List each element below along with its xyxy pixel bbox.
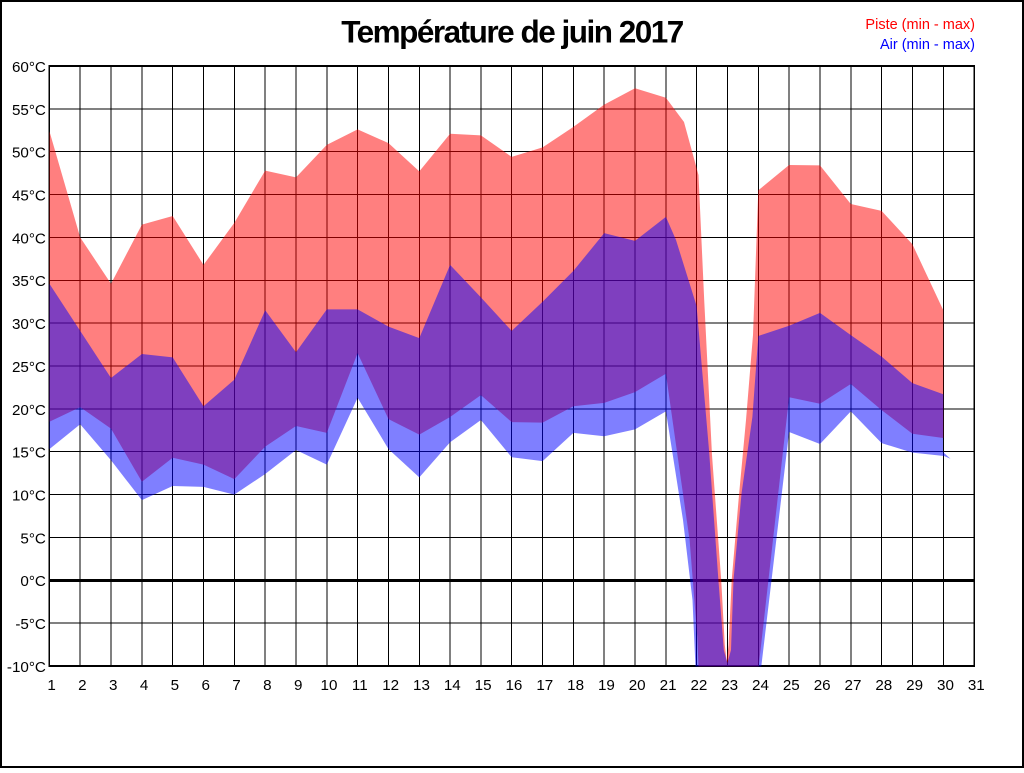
- svg-text:7: 7: [232, 677, 240, 694]
- svg-text:20°C: 20°C: [12, 402, 46, 419]
- svg-text:27: 27: [845, 677, 862, 694]
- svg-text:31: 31: [968, 677, 985, 694]
- svg-text:15: 15: [475, 677, 492, 694]
- svg-text:16: 16: [505, 677, 522, 694]
- svg-text:Air (min - max): Air (min - max): [880, 37, 975, 53]
- svg-text:15°C: 15°C: [12, 445, 46, 462]
- svg-text:21: 21: [660, 677, 677, 694]
- svg-text:1: 1: [47, 677, 55, 694]
- svg-text:22: 22: [690, 677, 707, 694]
- svg-text:28: 28: [875, 677, 892, 694]
- svg-text:18: 18: [567, 677, 584, 694]
- svg-text:35°C: 35°C: [12, 273, 46, 290]
- svg-text:55°C: 55°C: [12, 102, 46, 119]
- svg-text:25°C: 25°C: [12, 359, 46, 376]
- svg-text:26: 26: [814, 677, 831, 694]
- svg-text:9: 9: [294, 677, 302, 694]
- svg-text:10: 10: [321, 677, 338, 694]
- svg-text:5: 5: [171, 677, 179, 694]
- svg-text:50°C: 50°C: [12, 145, 46, 162]
- svg-text:20: 20: [629, 677, 646, 694]
- svg-text:23: 23: [721, 677, 738, 694]
- svg-text:24: 24: [752, 677, 769, 694]
- svg-text:11: 11: [352, 677, 368, 694]
- svg-text:2: 2: [78, 677, 86, 694]
- svg-text:Piste (min - max): Piste (min - max): [865, 17, 975, 33]
- svg-text:29: 29: [906, 677, 923, 694]
- svg-text:8: 8: [263, 677, 271, 694]
- svg-text:19: 19: [598, 677, 615, 694]
- svg-text:14: 14: [444, 677, 461, 694]
- svg-text:12: 12: [382, 677, 399, 694]
- svg-text:60°C: 60°C: [12, 59, 46, 76]
- svg-text:30°C: 30°C: [12, 316, 46, 333]
- svg-text:13: 13: [413, 677, 430, 694]
- svg-text:10°C: 10°C: [12, 488, 46, 505]
- svg-text:-5°C: -5°C: [15, 616, 46, 633]
- svg-text:17: 17: [536, 677, 553, 694]
- svg-text:6: 6: [201, 677, 209, 694]
- svg-text:30: 30: [937, 677, 954, 694]
- svg-text:5°C: 5°C: [20, 530, 46, 547]
- svg-text:-10°C: -10°C: [7, 659, 46, 676]
- svg-text:4: 4: [140, 677, 148, 694]
- svg-text:3: 3: [109, 677, 117, 694]
- svg-text:40°C: 40°C: [12, 230, 46, 247]
- svg-text:0°C: 0°C: [20, 573, 46, 590]
- svg-text:25: 25: [783, 677, 800, 694]
- svg-text:Température de juin 2017: Température de juin 2017: [341, 14, 684, 50]
- svg-text:45°C: 45°C: [12, 188, 46, 205]
